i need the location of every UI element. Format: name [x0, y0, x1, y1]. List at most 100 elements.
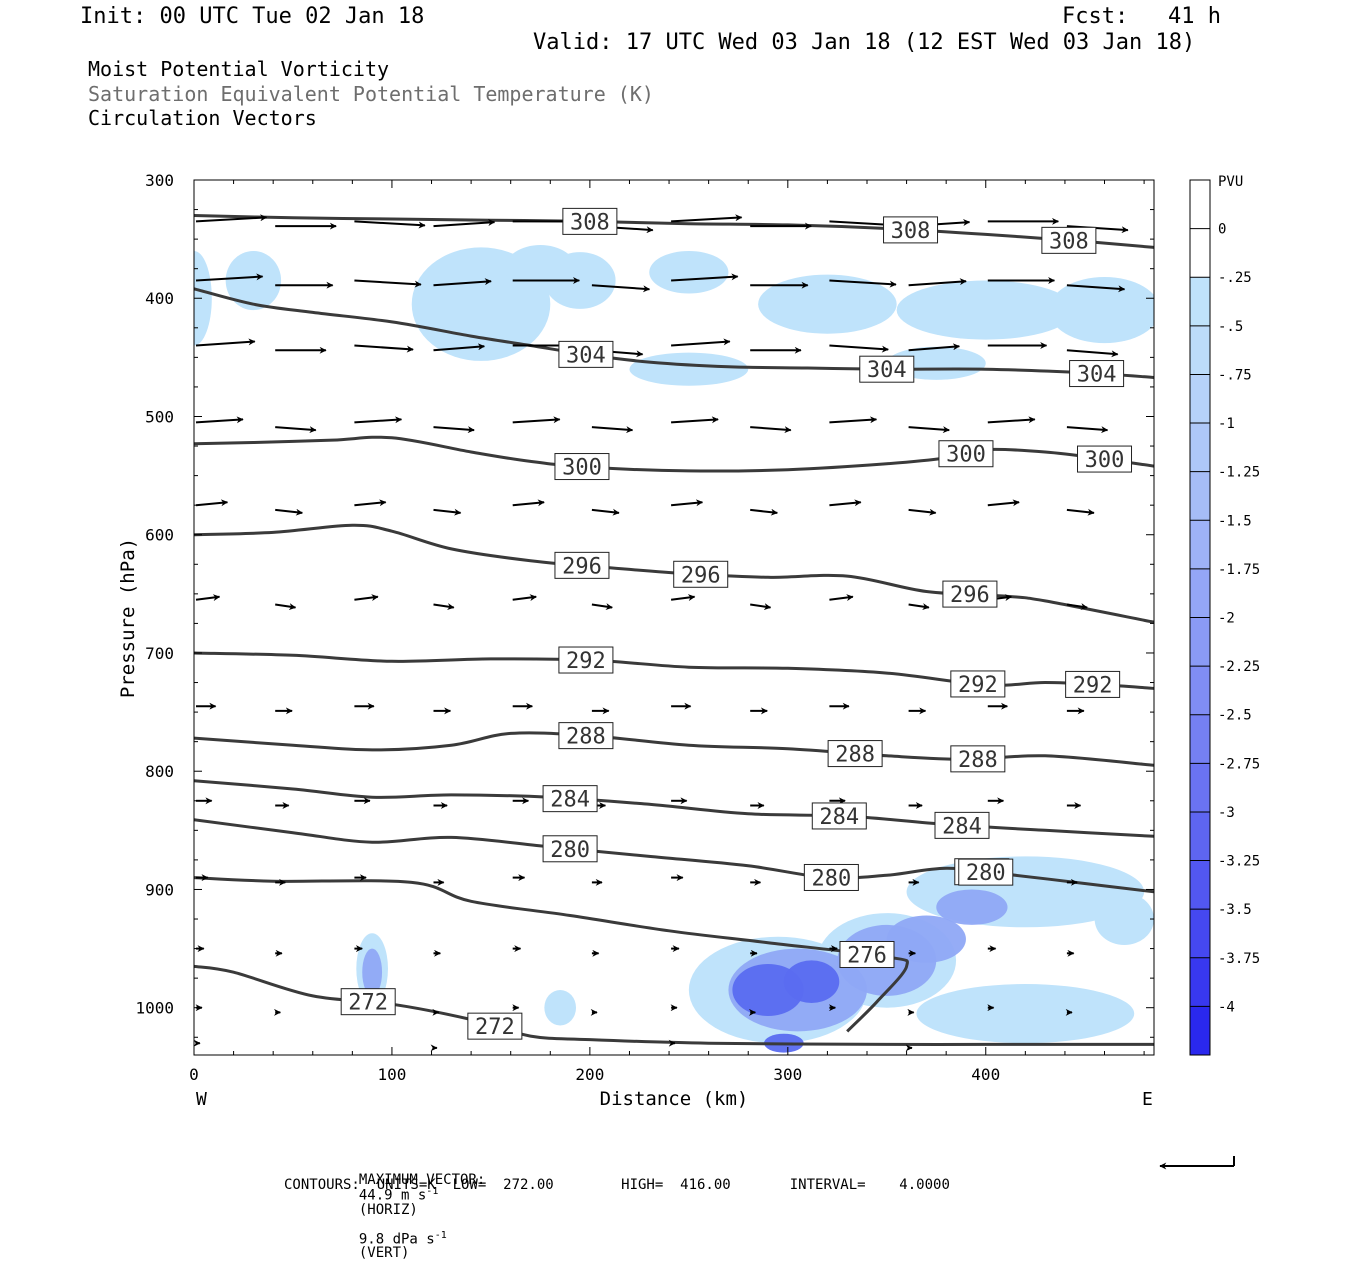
colorbar-label: -2.5: [1218, 708, 1252, 724]
circulation-vector: [512, 416, 561, 424]
circulation-vector: [908, 278, 967, 287]
contour-label-296: 296: [554, 551, 610, 579]
colorbar-swatch: [1190, 714, 1210, 764]
contour-label-text: 288: [566, 725, 606, 750]
contour-label-text: 280: [811, 866, 851, 891]
contour-label-box: [340, 988, 396, 1016]
contour-label-box: [562, 207, 618, 235]
circulation-vector: [433, 343, 485, 352]
title-vectors: Circulation Vectors: [88, 106, 317, 130]
x-tick-label: 400: [971, 1065, 1000, 1084]
colorbar-label: 0: [1218, 222, 1226, 238]
colorbar-label: -3.25: [1218, 854, 1260, 870]
circulation-vector: [512, 594, 537, 602]
pv-region: [649, 250, 729, 294]
colorbar-swatch: [1190, 617, 1210, 667]
contour-label-box: [542, 785, 598, 813]
x-tick-label: 0: [189, 1065, 199, 1084]
circulation-vector: [354, 416, 403, 424]
contour-label-box: [1077, 445, 1133, 473]
contour-label-box: [558, 722, 614, 750]
contour-label-text: 300: [1085, 448, 1125, 473]
colorbar-swatch: [1190, 423, 1210, 472]
contour-label-box: [803, 863, 859, 891]
contour-label-text: 296: [950, 583, 990, 608]
contour-label-box: [1041, 226, 1097, 254]
contour-label-280: 280: [542, 835, 598, 863]
contour-label-text: 284: [819, 805, 859, 830]
colorbar-label: -3.5: [1218, 902, 1252, 918]
colorbar-label: -2.25: [1218, 659, 1260, 675]
contour-label-308: 308: [883, 216, 939, 244]
circulation-vector: [512, 499, 545, 507]
circulation-vector: [433, 426, 475, 434]
pv-region: [896, 280, 1075, 340]
colorbar-label: -2.75: [1218, 756, 1260, 772]
contour-label-288: 288: [950, 745, 1006, 773]
max-vector-label: MAXIMUM VECTOR:: [358, 1172, 486, 1188]
colorbar-swatch: [1190, 325, 1210, 375]
colorbar-swatch: [1190, 374, 1210, 424]
contour-label-box: [542, 835, 598, 863]
circulation-vector: [671, 499, 704, 507]
max-vector-text: MAXIMUM VECTOR: 44.9 m s-1 (HORIZ) 9.8 d…: [342, 1159, 485, 1260]
contour-label-text: 292: [958, 673, 998, 698]
colorbar-swatch: [1190, 228, 1210, 278]
plot-frame: [193, 179, 1155, 1056]
contour-label-296: 296: [673, 560, 729, 588]
colorbar-swatch: [1190, 763, 1210, 812]
colorbar-swatch: [1190, 957, 1210, 1007]
colorbar-swatch: [1190, 471, 1210, 521]
x-axis-label: Distance (km): [600, 1088, 749, 1110]
circulation-vector: [908, 603, 930, 611]
contour-label-text: 280: [966, 861, 1006, 886]
circulation-vector: [1066, 426, 1109, 434]
contour-label-308: 308: [1041, 226, 1097, 254]
contour-label-296: 296: [942, 580, 998, 608]
circulation-vector: [433, 508, 462, 516]
init-time: Init: 00 UTC Tue 02 Jan 18: [80, 4, 425, 29]
contour-info: CONTOURS: UNITS=K LOW= 272.00 HIGH= 416.…: [284, 1177, 950, 1193]
circulation-vector: [671, 338, 731, 347]
colorbar-swatch: [1190, 520, 1210, 569]
circulation-vector: [1066, 508, 1095, 516]
circulation-vector: [908, 426, 950, 434]
horiz-unit: (HORIZ): [358, 1201, 418, 1218]
contour-label-280: 280: [958, 858, 1014, 886]
y-tick-label: 300: [145, 171, 174, 190]
colorbar-label: -.75: [1218, 367, 1252, 383]
contour-label-304: 304: [558, 340, 614, 368]
circulation-vectors: [194, 214, 1129, 1052]
circulation-vector: [195, 273, 264, 282]
contour-label-text: 276: [847, 943, 887, 968]
circulation-vector: [829, 499, 862, 507]
axes: 300 400 500 600 700 800 900 1000 0 100 200 300 400: [135, 171, 1154, 1084]
y-tick-label: 400: [145, 289, 174, 308]
contour-label-text: 288: [835, 743, 875, 768]
contour-label-text: 272: [475, 1015, 515, 1040]
contour-label-box: [554, 453, 610, 481]
circulation-vector: [433, 603, 455, 611]
contour-label-288: 288: [558, 722, 614, 750]
contour-label-272: 272: [467, 1012, 523, 1040]
circulation-vector: [829, 279, 897, 288]
contour-label-280: 280: [803, 863, 859, 891]
pv-region: [544, 989, 577, 1026]
pv-region: [1094, 893, 1154, 946]
pv-region: [916, 984, 1135, 1044]
y-axis-label: Pressure (hPa): [117, 538, 139, 698]
circulation-vector: [987, 499, 1020, 507]
vert-exponent: -1: [434, 1229, 447, 1241]
contour-label-text: 292: [566, 649, 606, 674]
y-tick-label: 900: [145, 880, 174, 899]
contour-label-284: 284: [934, 811, 990, 839]
circulation-vector: [671, 273, 739, 282]
circulation-vector: [354, 279, 422, 288]
x-end-east: E: [1142, 1089, 1153, 1110]
circulation-vector: [591, 508, 620, 516]
contour-label-box: [467, 1012, 523, 1040]
contour-label-304: 304: [859, 355, 915, 383]
circulation-vector: [829, 416, 878, 424]
title-pv: Moist Potential Vorticity: [88, 57, 390, 81]
x-tick-label: 200: [575, 1065, 604, 1084]
